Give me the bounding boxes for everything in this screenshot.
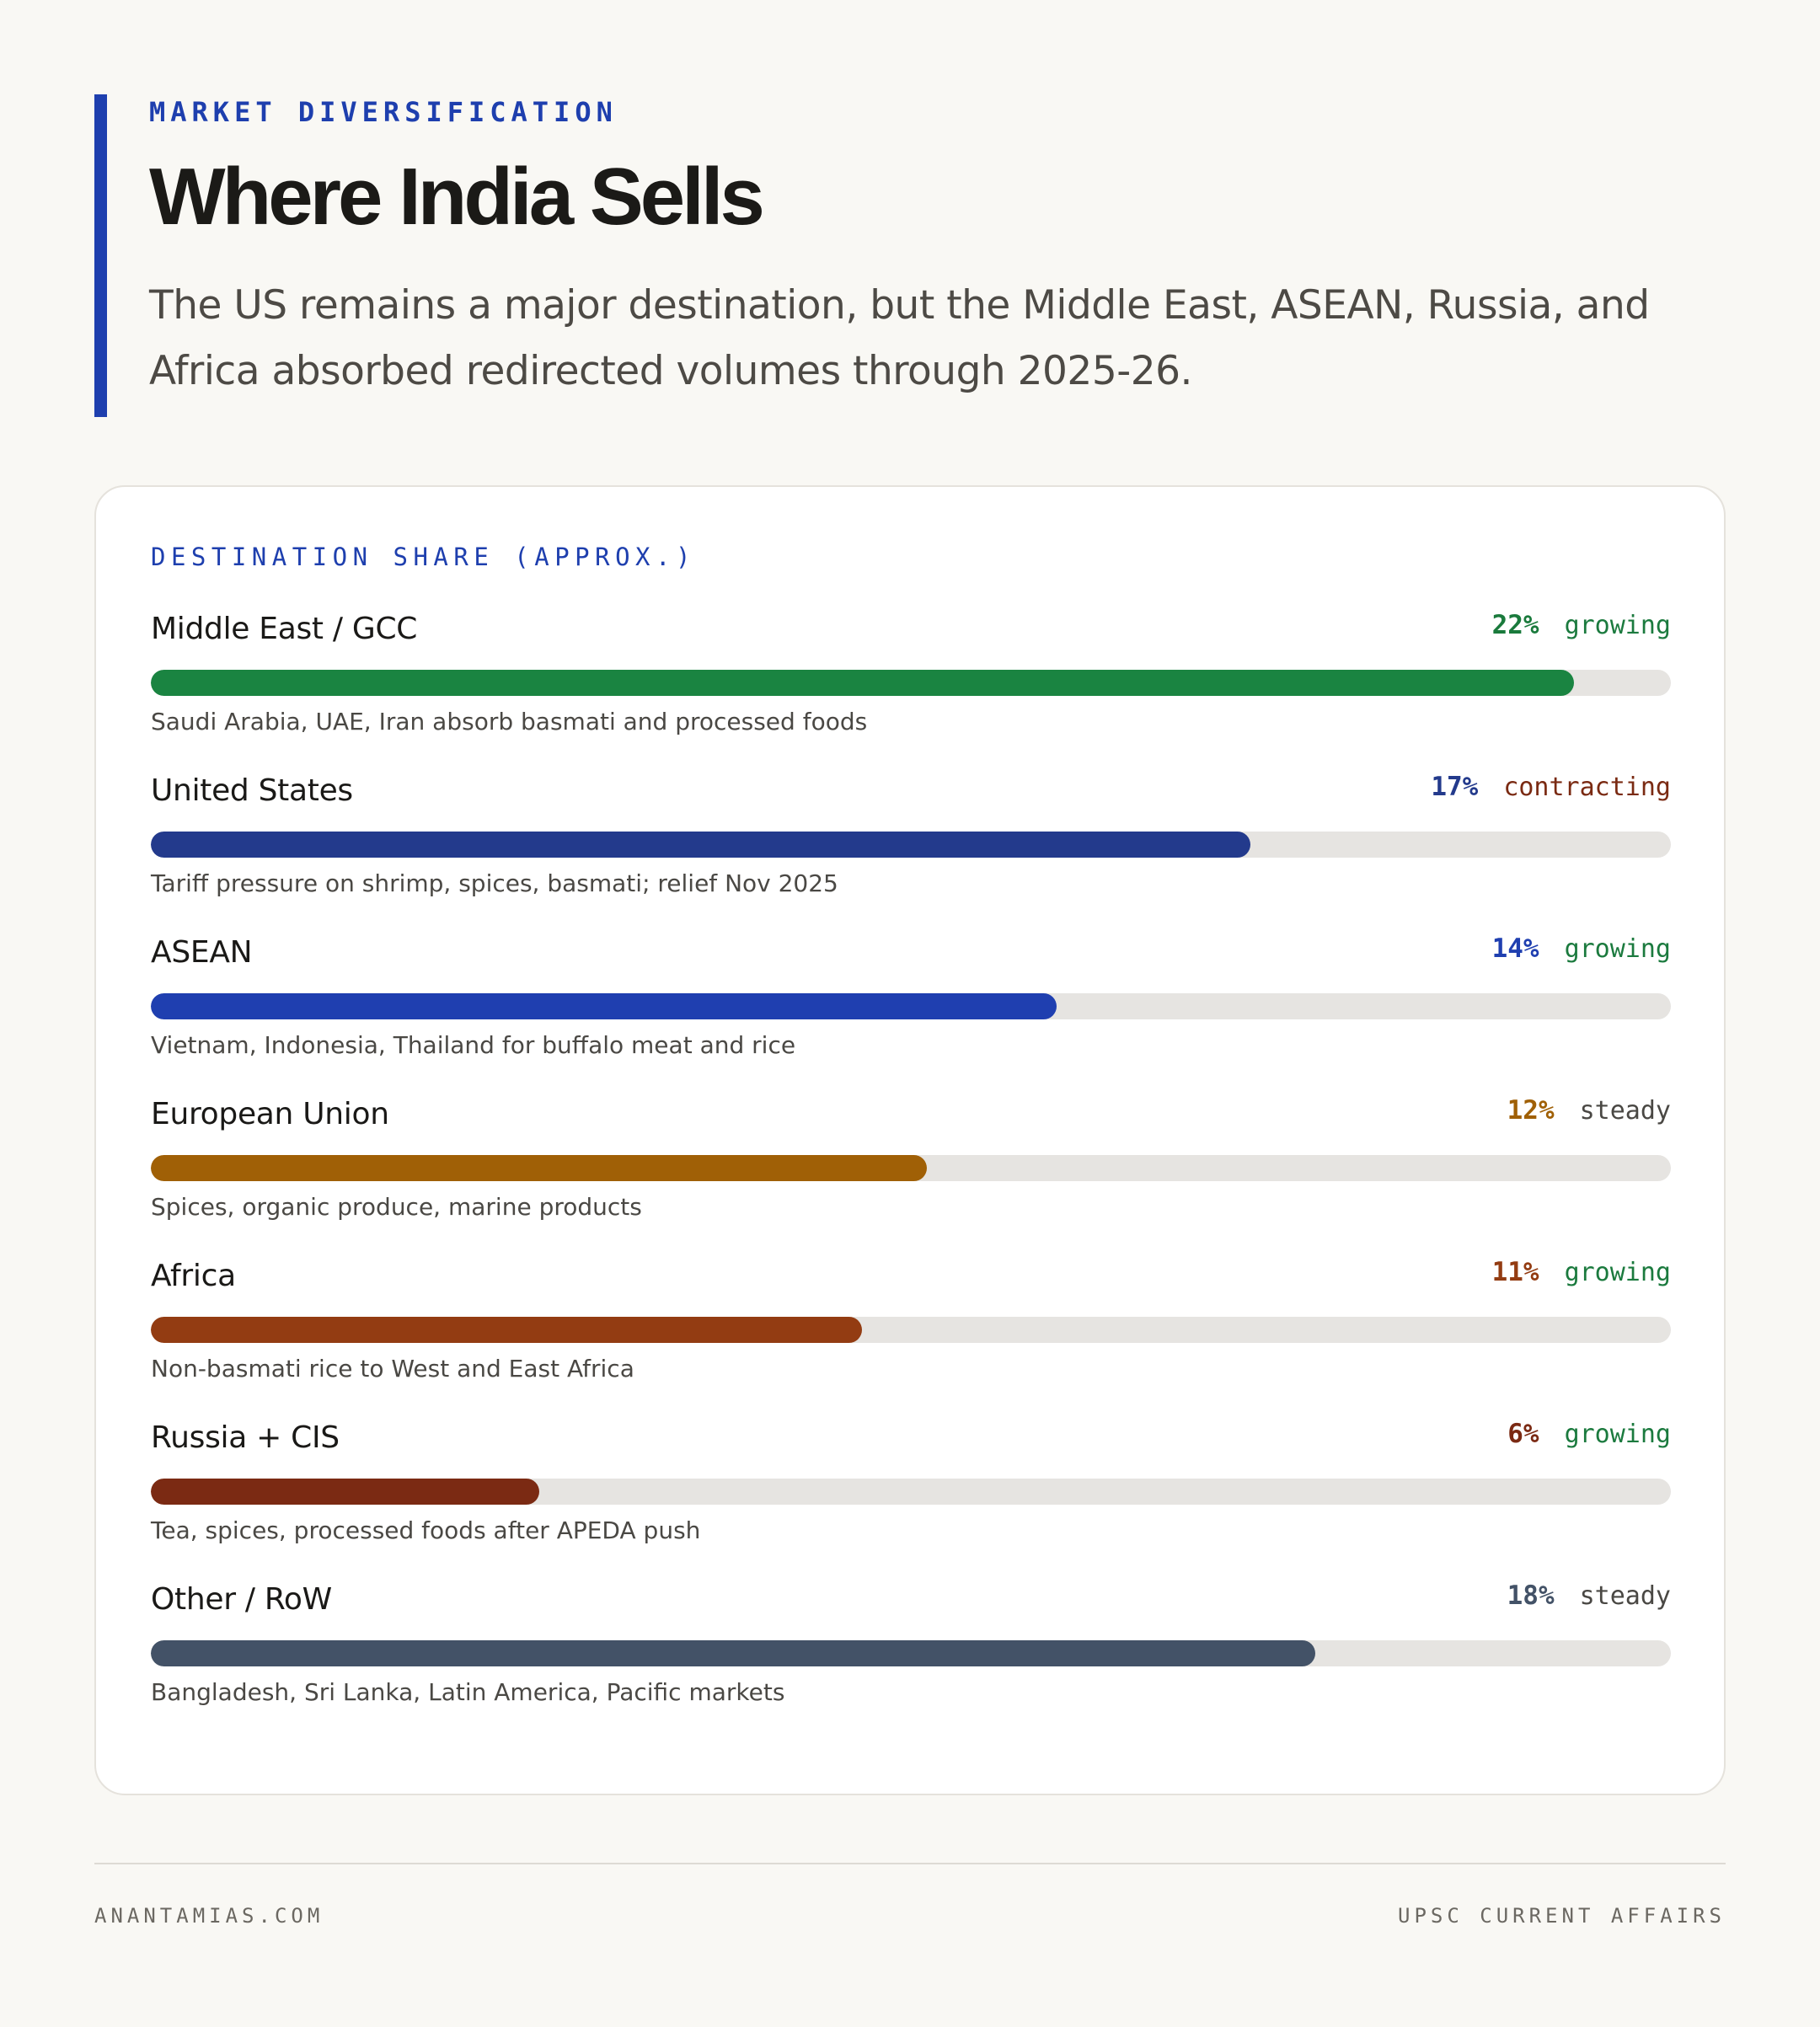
bar-track — [151, 1640, 1671, 1666]
bar-label: United States — [151, 773, 353, 808]
bar-fill — [151, 993, 1057, 1019]
chart-card: DESTINATION SHARE (APPROX.) Middle East … — [94, 485, 1726, 1795]
bar-row-africa: Africa 11% growing Non-basmati rice to West… — [151, 1257, 1671, 1393]
bar-note: Non-basmati rice to West and East Africa — [151, 1355, 634, 1383]
bar-note: Vietnam, Indonesia, Thailand for buffalo… — [151, 1031, 796, 1059]
bar-value-group: 18% steady — [1507, 1580, 1671, 1611]
eyebrow: MARKET DIVERSIFICATION — [149, 96, 618, 128]
bar-value-group: 22% growing — [1492, 610, 1671, 640]
bar-track — [151, 670, 1671, 696]
bar-row-united-states: United States 17% contracting Tariff pressu… — [151, 772, 1671, 908]
bar-value-label: 12% — [1507, 1095, 1555, 1126]
bar-value-group: 12% steady — [1507, 1095, 1671, 1126]
bar-label: Middle East / GCC — [151, 612, 418, 646]
bar-note: Bangladesh, Sri Lanka, Latin America, Pa… — [151, 1678, 785, 1706]
bar-row-russia-cis: Russia + CIS 6% growing Tea, spices, proces… — [151, 1419, 1671, 1555]
bar-note: Tea, spices, processed foods after APEDA… — [151, 1516, 701, 1544]
bar-fill — [151, 1640, 1315, 1666]
bar-note: Tariff pressure on shrimp, spices, basma… — [151, 869, 838, 897]
bar-label: Other / RoW — [151, 1582, 332, 1617]
trend-badge: steady — [1579, 1581, 1671, 1611]
bar-label: European Union — [151, 1097, 389, 1131]
bar-value-label: 11% — [1491, 1257, 1539, 1287]
chart-title: DESTINATION SHARE (APPROX.) — [151, 543, 696, 571]
bar-fill — [151, 832, 1251, 858]
page-title: Where India Sells — [149, 152, 765, 242]
bar-label: Russia + CIS — [151, 1420, 340, 1455]
bar-track — [151, 993, 1671, 1019]
bar-track — [151, 1155, 1671, 1181]
page-subtitle: The US remains a major destination, but … — [149, 282, 1650, 394]
bar-row-asean: ASEAN 14% growing Vietnam, Indonesia, Thail… — [151, 933, 1671, 1070]
bar-label: Africa — [151, 1259, 236, 1293]
bar-value-label: 18% — [1507, 1580, 1555, 1611]
bar-value-group: 6% growing — [1507, 1419, 1671, 1449]
bar-fill — [151, 1479, 539, 1505]
bar-track — [151, 1479, 1671, 1505]
bar-value-label: 22% — [1491, 610, 1539, 640]
trend-badge: contracting — [1503, 773, 1671, 802]
bar-note: Saudi Arabia, UAE, Iran absorb basmati a… — [151, 708, 868, 735]
bar-fill — [151, 1317, 863, 1343]
bar-value-group: 17% contracting — [1431, 772, 1671, 802]
bar-row-middle-east-gcc: Middle East / GCC 22% growing Saudi Arabia,… — [151, 610, 1671, 746]
trend-badge: growing — [1564, 1258, 1671, 1287]
bar-value-group: 11% growing — [1492, 1257, 1671, 1287]
bar-note: Spices, organic produce, marine products — [151, 1193, 642, 1221]
bar-value-label: 6% — [1507, 1419, 1539, 1449]
bar-row-other-row: Other / RoW 18% steady Bangladesh, Sri Lank… — [151, 1580, 1671, 1717]
footer-site: ANANTAMIAS.COM — [94, 1904, 324, 1928]
footer-divider — [94, 1863, 1726, 1864]
bar-label: ASEAN — [151, 935, 253, 970]
footer-tagline: UPSC CURRENT AFFAIRS — [1398, 1904, 1726, 1928]
trend-badge: growing — [1564, 1420, 1671, 1449]
bar-row-european-union: European Union 12% steady Spices, organic p… — [151, 1095, 1671, 1232]
trend-badge: growing — [1564, 934, 1671, 964]
trend-badge: growing — [1564, 611, 1671, 640]
bar-value-label: 14% — [1491, 933, 1539, 964]
header: MARKET DIVERSIFICATION Where India Sells… — [94, 94, 1729, 417]
bar-fill — [151, 670, 1574, 696]
bar-value-group: 14% growing — [1492, 933, 1671, 964]
bar-track — [151, 1317, 1671, 1343]
bar-value-label: 17% — [1431, 772, 1479, 802]
bar-fill — [151, 1155, 928, 1181]
bar-track — [151, 832, 1671, 858]
trend-badge: steady — [1579, 1096, 1671, 1126]
